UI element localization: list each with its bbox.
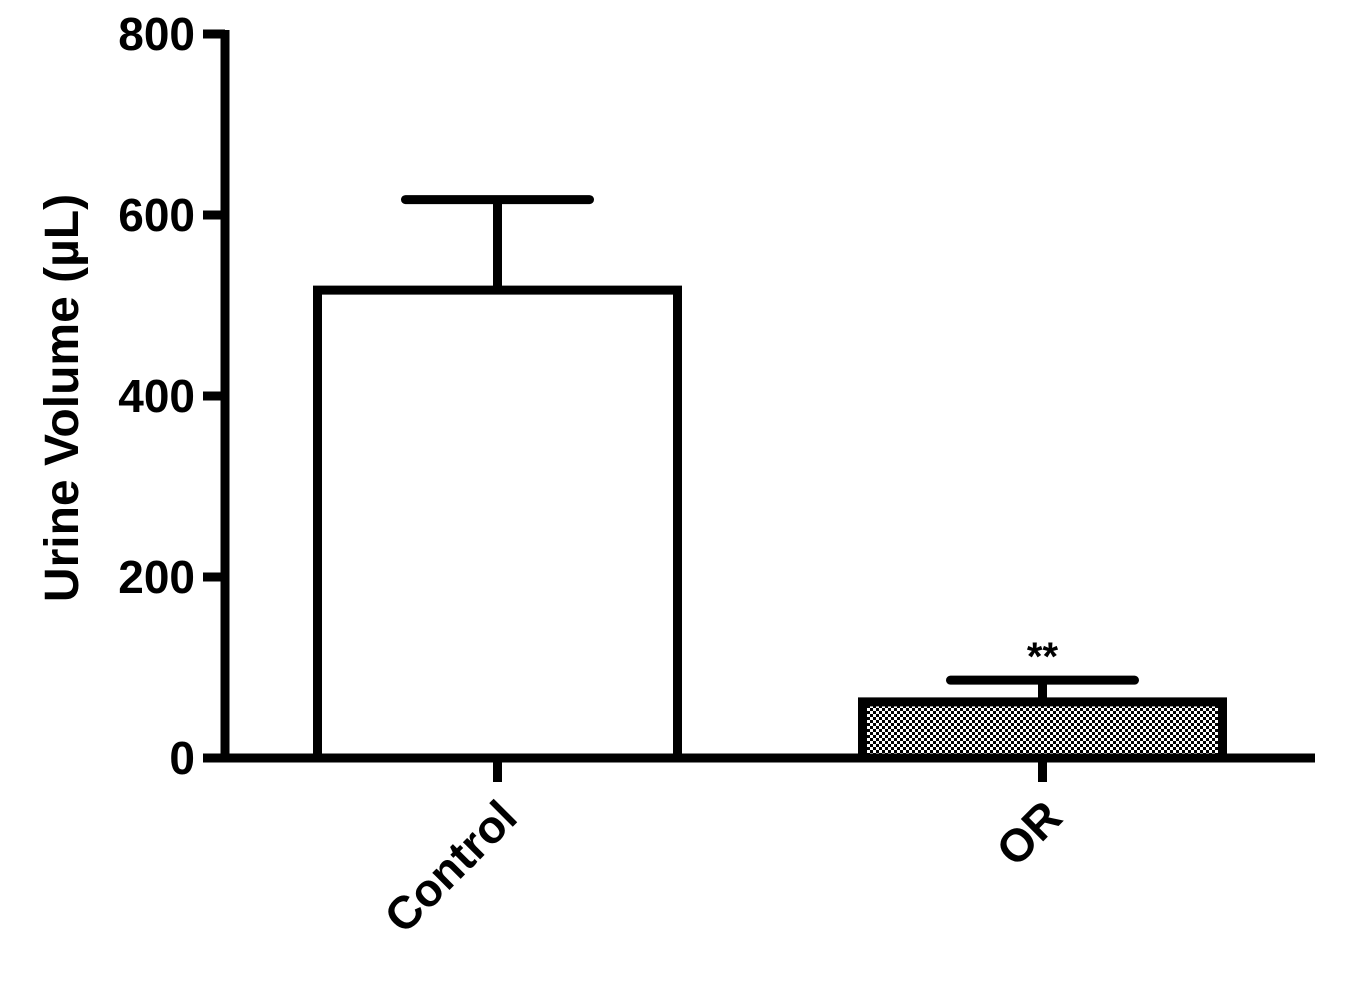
bar (313, 285, 682, 763)
y-tick-label: 400 (118, 370, 195, 422)
x-tick-label: Control (374, 790, 526, 942)
x-tick-label: OR (986, 790, 1072, 876)
y-axis-label: Urine Volume (µL) (36, 194, 89, 602)
y-tick-label: 600 (118, 189, 195, 241)
y-tick-label: 200 (118, 551, 195, 603)
y-tick-label: 800 (118, 8, 195, 60)
y-tick-label: 0 (169, 732, 195, 784)
annotation: ** (1027, 635, 1059, 679)
bar (858, 697, 1227, 763)
